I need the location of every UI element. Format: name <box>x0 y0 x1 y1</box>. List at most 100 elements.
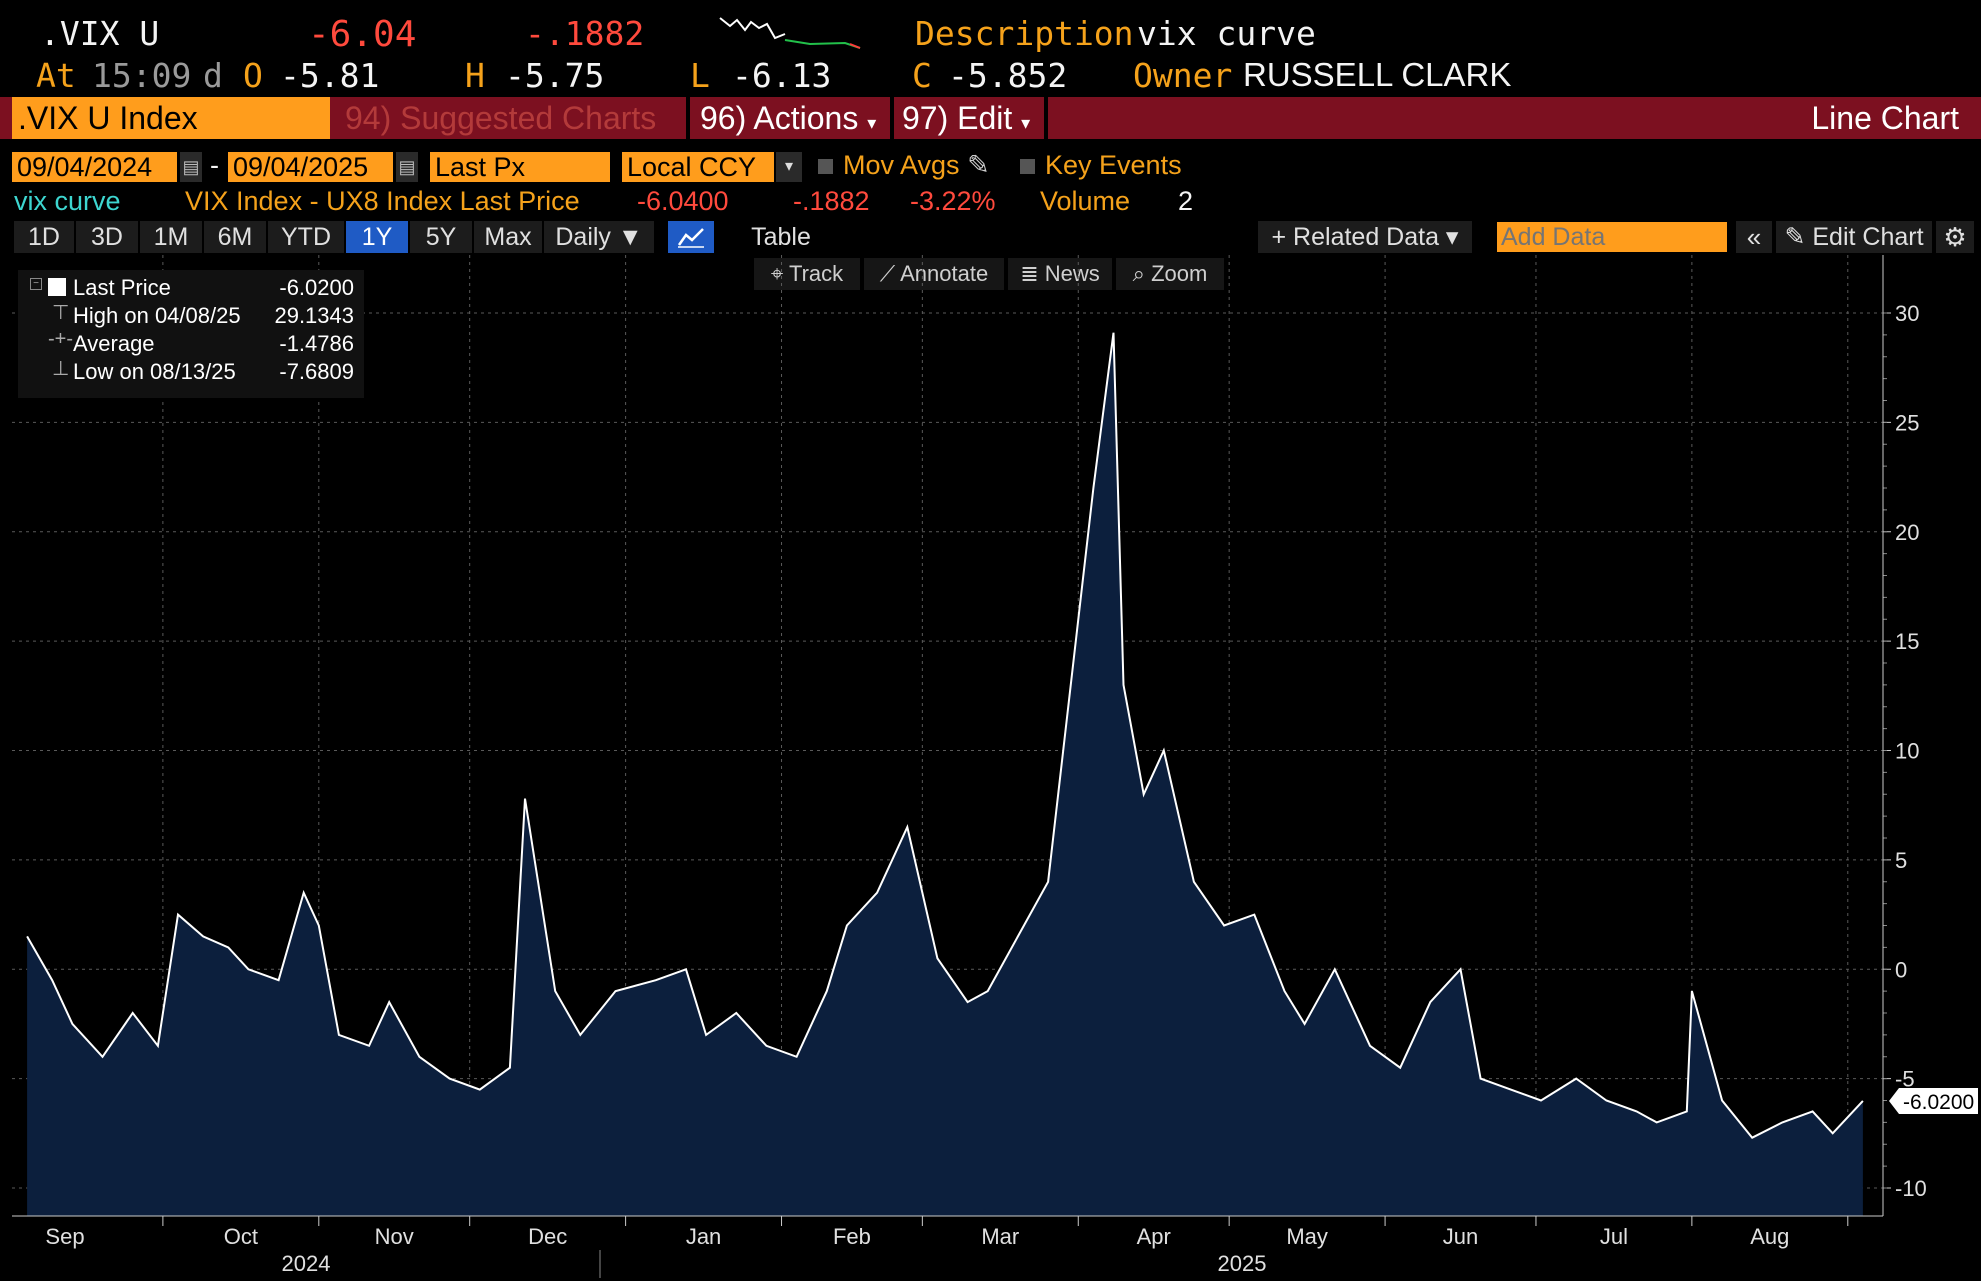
frequency-select[interactable]: Daily ▼ <box>544 221 654 253</box>
high-marker-icon: ⊤ <box>52 302 70 324</box>
series-last: -6.0400 <box>637 186 729 216</box>
period-1m[interactable]: 1M <box>140 221 202 253</box>
chart-legend: − Last Price -6.0200 ⊤ High on 04/08/25 … <box>18 270 364 398</box>
y-tick-label: -10 <box>1895 1176 1927 1201</box>
legend-low-label: Low on 08/13/25 <box>73 359 236 384</box>
series-pct: -3.22% <box>910 186 996 216</box>
price-chart[interactable]: 30 25 20 15 10 5 0 -5 -10 Sep Oct Nov Dec Jan Feb Mar A… <box>0 255 1981 1281</box>
command-toolbar: .VIX U Index 94) Suggested Charts 96) Ac… <box>0 97 1981 139</box>
field-select[interactable]: Last Px <box>430 152 610 182</box>
average-marker-icon: -+- <box>48 328 73 350</box>
line-chart-icon[interactable] <box>668 221 714 253</box>
pencil-icon[interactable]: ✎ <box>967 150 990 180</box>
series-name: vix curve <box>14 186 121 216</box>
news-tool[interactable]: ≣ News <box>1008 258 1112 290</box>
period-3d[interactable]: 3D <box>76 221 138 253</box>
x-tick-label: Jan <box>686 1224 721 1249</box>
description-label: Description <box>915 14 1134 53</box>
start-calendar-icon[interactable]: ▤ <box>180 152 202 182</box>
volume-label: Volume <box>1040 186 1131 216</box>
x-tick-label: Jun <box>1443 1224 1478 1249</box>
x-axis: Sep Oct Nov Dec Jan Feb Mar Apr May Jun Jul Aug 2024… <box>12 1215 1883 1278</box>
x-tick-label: Aug <box>1750 1224 1789 1249</box>
y-tick-label: -5 <box>1895 1067 1915 1092</box>
annotate-label: Annotate <box>900 261 989 286</box>
x-tick-label: Sep <box>45 1224 84 1249</box>
x-tick-label: Apr <box>1137 1224 1171 1249</box>
high-label: H <box>465 56 485 95</box>
related-data-button[interactable]: + Related Data ▾ <box>1258 221 1472 253</box>
open-value: -5.81 <box>280 56 380 95</box>
y-tick-label: 5 <box>1895 848 1907 873</box>
key-events-checkbox[interactable] <box>1020 159 1035 175</box>
x-tick-label: Mar <box>981 1224 1019 1249</box>
date-separator: - <box>210 150 219 180</box>
track-tool[interactable]: ⌖ Track <box>754 258 860 290</box>
edit-chart-button[interactable]: ✎ Edit Chart <box>1776 221 1932 253</box>
x-tick-label: Oct <box>224 1224 258 1249</box>
y-tick-label: 15 <box>1895 629 1919 654</box>
last-price-tag-label: -6.0200 <box>1903 1091 1974 1114</box>
sparkline <box>719 17 861 49</box>
mov-avgs-checkbox[interactable] <box>818 159 833 175</box>
suggested-charts-button[interactable]: 94) Suggested Charts <box>345 100 657 136</box>
legend-high-value: 29.1343 <box>274 303 354 328</box>
low-label: L <box>690 56 710 95</box>
edit-label: 97) Edit <box>902 100 1013 136</box>
period-ytd[interactable]: YTD <box>268 221 344 253</box>
edit-chart-label: Edit Chart <box>1812 223 1924 251</box>
period-max[interactable]: Max <box>474 221 542 253</box>
actions-label: 96) Actions <box>700 100 859 136</box>
track-crosshair-icon: ⌖ <box>770 261 789 286</box>
collapse-icon[interactable]: « <box>1736 221 1772 253</box>
edit-menu[interactable]: 97) Edit ▾ <box>902 97 1030 139</box>
legend-collapse-icon[interactable]: − <box>30 278 42 290</box>
series-change: -.1882 <box>793 186 870 216</box>
track-label: Track <box>788 261 844 286</box>
annotate-tool[interactable]: ⟋ Annotate <box>864 258 1004 290</box>
x-tick-label: May <box>1286 1224 1328 1249</box>
period-6m[interactable]: 6M <box>204 221 266 253</box>
legend-high-label: High on 04/08/25 <box>73 303 241 328</box>
security-field[interactable]: .VIX U Index <box>12 97 330 139</box>
actions-menu[interactable]: 96) Actions ▾ <box>700 97 876 139</box>
add-data-input[interactable] <box>1497 222 1727 252</box>
mov-avgs-toggle[interactable]: Mov Avgs ✎ <box>818 150 990 181</box>
table-button[interactable]: Table <box>716 221 846 253</box>
y-tick-label: 30 <box>1895 301 1919 326</box>
edit-chart-pencil-icon: ✎ <box>1784 223 1813 251</box>
legend-last-value: -6.0200 <box>279 275 354 300</box>
key-events-toggle[interactable]: Key Events <box>1020 150 1182 181</box>
zoom-tool[interactable]: ⌕ Zoom <box>1116 258 1224 290</box>
legend-average-label: Average <box>73 331 155 356</box>
y-tick-label: 10 <box>1895 739 1919 764</box>
y-tick-label: 25 <box>1895 410 1919 435</box>
zoom-label: Zoom <box>1151 261 1208 286</box>
last-price-tag: -6.0200 <box>1889 1087 1978 1114</box>
description-value: vix curve <box>1137 14 1316 53</box>
x-tick-label: Nov <box>375 1224 414 1249</box>
last-value: -6.04 <box>308 14 417 55</box>
legend-last-label: Last Price <box>73 275 171 300</box>
currency-dropdown-icon[interactable]: ▾ <box>776 152 802 182</box>
settings-gear-icon[interactable]: ⚙ <box>1936 221 1974 253</box>
end-date-input[interactable]: 09/04/2025 <box>228 152 393 182</box>
annotate-pencil-icon: ⟋ <box>879 261 901 286</box>
low-value: -6.13 <box>732 56 832 95</box>
y-tick-label: 0 <box>1895 957 1907 982</box>
end-calendar-icon[interactable]: ▤ <box>396 152 418 182</box>
y-axis: 30 25 20 15 10 5 0 -5 -10 <box>1882 255 1927 1216</box>
close-label: C <box>912 56 932 95</box>
period-5y[interactable]: 5Y <box>410 221 472 253</box>
x-tick-label: Feb <box>833 1224 871 1249</box>
volume-value: 2 <box>1178 186 1194 216</box>
series-line <box>26 332 1864 1139</box>
news-label: News <box>1044 261 1100 286</box>
close-value: -5.852 <box>948 56 1068 95</box>
chart-type-label: Line Chart <box>1811 100 1959 136</box>
period-1d[interactable]: 1D <box>14 221 74 253</box>
currency-select[interactable]: Local CCY <box>622 152 774 182</box>
start-date-input[interactable]: 09/04/2024 <box>12 152 177 182</box>
legend-low-value: -7.6809 <box>279 359 354 384</box>
period-1y[interactable]: 1Y <box>346 221 408 253</box>
